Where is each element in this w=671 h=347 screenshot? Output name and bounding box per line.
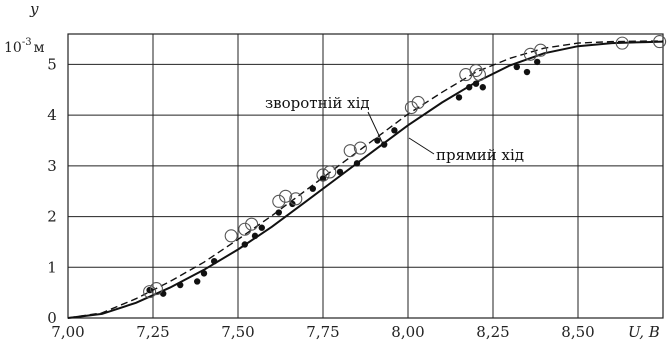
y-unit-suffix: м — [34, 40, 45, 56]
series-lines — [67, 40, 664, 319]
data-point-reverse — [653, 35, 667, 49]
x-tick-label: 7,00 — [51, 323, 84, 341]
data-point-forward — [353, 160, 361, 167]
x-tick-label: 7,75 — [306, 323, 339, 341]
data-point-reverse — [343, 144, 357, 158]
data-point-reverse — [469, 63, 483, 78]
data-point-forward — [251, 232, 259, 240]
data-point-forward — [241, 241, 248, 248]
data-point-reverse — [316, 168, 330, 182]
x-tick-label: 7,25 — [136, 323, 169, 341]
data-point-forward — [319, 175, 327, 182]
data-point-forward — [336, 168, 344, 176]
y-unit-base: 10 — [4, 40, 22, 56]
x-tick-label: 8,25 — [476, 323, 509, 341]
y-tick-label: 2 — [47, 208, 57, 226]
data-point-reverse — [404, 100, 418, 115]
x-tick-label: 8,00 — [391, 323, 424, 341]
x-axis-label: U, В — [628, 323, 660, 341]
data-point-forward — [534, 58, 541, 66]
x-tick-label: 8,50 — [561, 323, 594, 341]
y-unit-exponent: -3 — [22, 37, 32, 48]
plot-frame — [67, 33, 664, 319]
annotation-forward-leader — [408, 137, 435, 155]
annotation-reverse-leader — [367, 111, 385, 147]
data-point-reverse — [143, 285, 157, 299]
data-point-forward — [479, 84, 486, 91]
data-point-reverse — [245, 217, 259, 231]
series-line-reverse — [67, 40, 663, 319]
data-point-reverse — [289, 192, 303, 206]
data-point-forward — [374, 137, 381, 144]
data-point-reverse — [534, 43, 548, 57]
y-tick-label: 0 — [47, 309, 57, 327]
series-line-forward — [67, 40, 664, 319]
y-tick-label: 1 — [47, 258, 57, 276]
annotation-forward: прямий хід — [436, 146, 524, 164]
data-point-reverse — [472, 68, 486, 82]
data-point-forward — [513, 63, 520, 71]
tick-labels: 7,00 7,25 7,50 7,75 8,00 8,25 8,50 0 1 2 3 4 5 — [47, 55, 594, 341]
data-point-forward — [177, 281, 184, 289]
annotation-reverse: зворотній хід — [265, 94, 370, 112]
data-point-forward — [309, 185, 316, 192]
y-tick-label: 5 — [47, 55, 57, 73]
y-tick-label: 4 — [47, 106, 57, 124]
grid — [67, 33, 664, 319]
data-point-reverse — [353, 141, 367, 155]
data-point-forward — [466, 84, 473, 91]
data-point-reverse — [279, 189, 293, 203]
data-point-reverse — [272, 194, 286, 208]
y-tick-label: 3 — [47, 157, 57, 175]
data-point-reverse — [411, 95, 425, 110]
x-tick-label: 7,50 — [221, 323, 254, 341]
data-point-reverse — [615, 36, 629, 50]
data-point-reverse — [224, 229, 238, 243]
data-point-reverse — [149, 282, 163, 296]
data-point-forward — [275, 209, 282, 216]
data-point-forward — [258, 224, 265, 231]
data-point-forward — [523, 68, 531, 76]
data-point-forward — [194, 278, 201, 285]
data-point-forward — [472, 80, 480, 87]
data-point-forward — [455, 94, 463, 101]
data-point-reverse — [323, 165, 337, 179]
data-point-forward — [391, 127, 398, 134]
data-point-forward — [200, 270, 208, 277]
data-point-forward — [211, 258, 218, 265]
y-axis-label: y — [29, 0, 39, 18]
data-point-reverse — [238, 222, 252, 236]
data-points — [143, 35, 667, 299]
data-point-forward — [160, 290, 167, 297]
y-axis-unit: 10-3 м — [4, 37, 45, 56]
